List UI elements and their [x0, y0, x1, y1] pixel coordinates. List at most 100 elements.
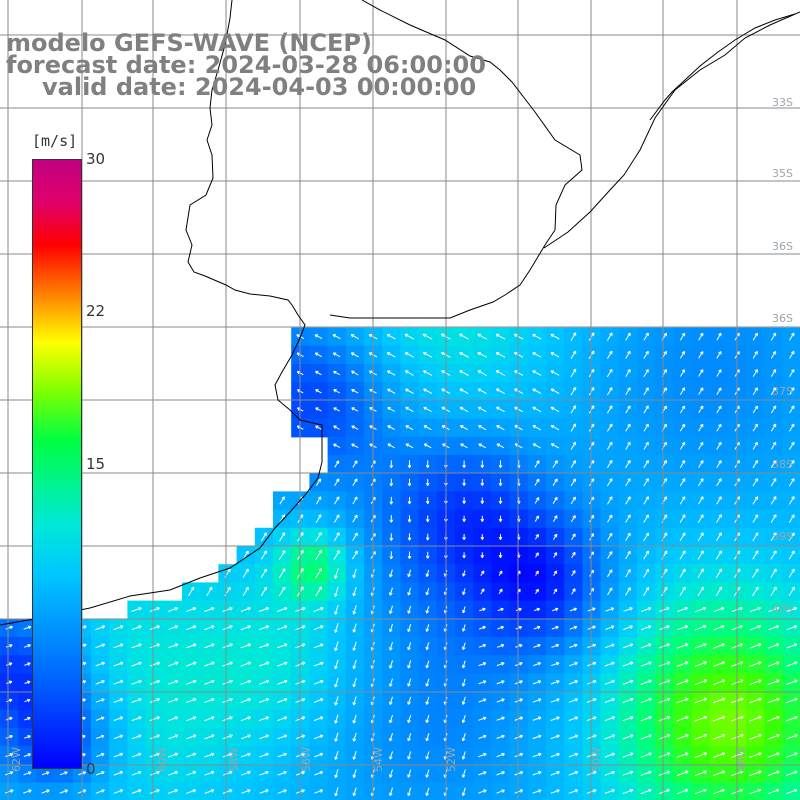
model-title: modelo GEFS-WAVE (NCEP): [6, 29, 372, 57]
wind-arrow: [333, 425, 340, 430]
wind-arrow: [352, 732, 357, 742]
wind-arrow: [149, 789, 160, 794]
wind-arrow: [95, 771, 105, 776]
wind-arrow: [315, 407, 322, 412]
wind-arrow: [679, 387, 686, 396]
wind-arrow: [568, 716, 579, 721]
wind-arrow: [186, 716, 197, 722]
wind-arrow: [785, 679, 798, 685]
wind-arrow: [622, 788, 634, 794]
wind-arrow: [131, 789, 142, 794]
wind-arrow: [314, 334, 323, 340]
wind-arrow: [131, 770, 142, 776]
wind-arrow: [514, 789, 524, 794]
wind-arrow: [607, 532, 613, 541]
wind-arrow: [534, 478, 540, 486]
wind-arrow: [679, 423, 686, 432]
wind-arrow: [425, 769, 430, 778]
wind-arrow: [658, 679, 671, 685]
lat-label: 39S: [772, 530, 793, 543]
wind-arrow: [222, 661, 233, 667]
wind-arrow: [278, 550, 286, 560]
wind-arrow: [352, 550, 358, 560]
wind-arrow: [749, 606, 761, 613]
wind-arrow: [352, 678, 357, 688]
wind-arrow: [480, 588, 485, 595]
wind-arrow: [405, 406, 414, 413]
wind-arrow: [352, 532, 358, 541]
wind-arrow: [607, 587, 613, 596]
wind-arrow: [6, 698, 13, 703]
wind-arrow: [478, 425, 487, 431]
wind-arrow: [694, 734, 708, 740]
wind-arrow: [770, 459, 777, 469]
wind-arrow: [461, 642, 466, 650]
wind-arrow: [4, 789, 14, 794]
wind-arrow: [407, 733, 412, 742]
wind-arrow: [167, 716, 179, 722]
wind-arrow: [425, 624, 430, 632]
wind-arrow: [24, 662, 31, 666]
wind-arrow: [313, 734, 324, 740]
wind-arrow: [514, 680, 523, 685]
coastline-bay: [649, 13, 796, 121]
wind-arrow: [694, 770, 707, 777]
wind-arrow: [407, 497, 412, 505]
wind-arrow: [260, 550, 267, 560]
wind-arrow: [752, 441, 758, 450]
wind-arrow: [570, 423, 577, 432]
wind-arrow: [789, 405, 795, 414]
wind-arrow: [679, 514, 686, 523]
wind-arrow: [640, 788, 652, 795]
wind-arrow: [258, 716, 270, 722]
wind-arrow: [242, 550, 249, 560]
wind-arrow: [351, 389, 359, 394]
wind-arrow: [477, 352, 487, 358]
wind-arrow: [131, 716, 142, 722]
wind-arrow: [167, 643, 179, 649]
wind-arrow: [334, 696, 339, 706]
wind-arrow: [786, 625, 798, 631]
wind-arrow: [149, 607, 160, 612]
wind-arrow: [770, 369, 777, 377]
wind-arrow: [676, 734, 689, 740]
wind-arrow: [676, 752, 689, 758]
wind-arrow: [495, 370, 506, 376]
coastline: [0, 0, 800, 626]
wind-arrow: [604, 789, 615, 794]
wind-arrow: [41, 771, 50, 776]
wind-arrow: [698, 405, 704, 414]
wind-arrow: [643, 550, 649, 560]
wind-arrow: [425, 587, 430, 596]
colorbar-tick-22: 22: [86, 302, 106, 320]
wind-arrow: [480, 479, 485, 486]
wind-arrow: [315, 567, 322, 579]
wind-arrow: [315, 549, 322, 561]
wind-arrow: [604, 734, 616, 740]
wind-arrow: [789, 423, 795, 432]
wind-arrow: [768, 606, 779, 613]
wind-arrow: [625, 332, 631, 341]
wind-arrow: [716, 496, 722, 505]
wind-arrow: [149, 752, 160, 758]
wind-arrow: [95, 716, 105, 721]
wind-arrow: [462, 606, 466, 614]
wind-arrow: [550, 716, 560, 721]
wind-arrow: [407, 460, 412, 469]
wind-arrow: [425, 733, 430, 742]
wind-arrow: [550, 443, 560, 449]
wind-arrow: [462, 552, 466, 559]
wind-arrow: [498, 478, 503, 486]
wind-arrow: [570, 332, 577, 341]
wind-arrow: [315, 532, 322, 542]
wind-arrow: [204, 770, 215, 776]
wind-arrow: [535, 588, 539, 595]
wind-arrow: [480, 497, 485, 504]
wind-arrow: [552, 496, 558, 504]
wind-arrow: [515, 643, 523, 648]
wind-arrow: [622, 679, 634, 685]
wind-arrow: [605, 607, 615, 612]
wind-arrow: [407, 660, 412, 669]
wind-arrow: [423, 388, 433, 394]
